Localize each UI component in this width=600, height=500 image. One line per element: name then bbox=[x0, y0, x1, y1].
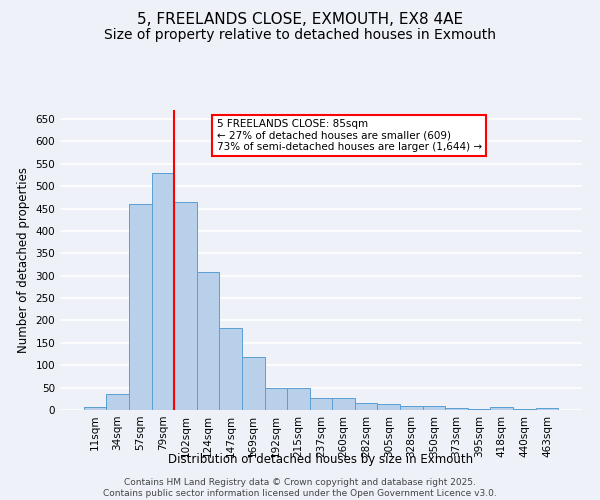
Bar bbox=[468, 409, 490, 410]
Text: Size of property relative to detached houses in Exmouth: Size of property relative to detached ho… bbox=[104, 28, 496, 42]
Bar bbox=[445, 408, 468, 410]
Bar bbox=[152, 172, 174, 410]
Bar bbox=[265, 388, 287, 410]
Bar bbox=[536, 408, 558, 410]
Bar bbox=[400, 406, 422, 410]
Bar bbox=[377, 404, 400, 410]
Bar bbox=[174, 202, 197, 410]
Text: Distribution of detached houses by size in Exmouth: Distribution of detached houses by size … bbox=[169, 452, 473, 466]
Bar bbox=[220, 328, 242, 410]
Bar bbox=[332, 398, 355, 410]
Bar bbox=[513, 409, 536, 410]
Bar bbox=[287, 388, 310, 410]
Bar bbox=[106, 394, 129, 410]
Bar bbox=[422, 406, 445, 410]
Bar bbox=[355, 403, 377, 410]
Bar bbox=[242, 357, 265, 410]
Bar bbox=[197, 272, 220, 410]
Text: 5 FREELANDS CLOSE: 85sqm
← 27% of detached houses are smaller (609)
73% of semi-: 5 FREELANDS CLOSE: 85sqm ← 27% of detach… bbox=[217, 119, 482, 152]
Text: Contains HM Land Registry data © Crown copyright and database right 2025.
Contai: Contains HM Land Registry data © Crown c… bbox=[103, 478, 497, 498]
Bar bbox=[84, 408, 106, 410]
Bar bbox=[129, 204, 152, 410]
Y-axis label: Number of detached properties: Number of detached properties bbox=[17, 167, 30, 353]
Bar bbox=[310, 398, 332, 410]
Bar bbox=[490, 407, 513, 410]
Text: 5, FREELANDS CLOSE, EXMOUTH, EX8 4AE: 5, FREELANDS CLOSE, EXMOUTH, EX8 4AE bbox=[137, 12, 463, 28]
